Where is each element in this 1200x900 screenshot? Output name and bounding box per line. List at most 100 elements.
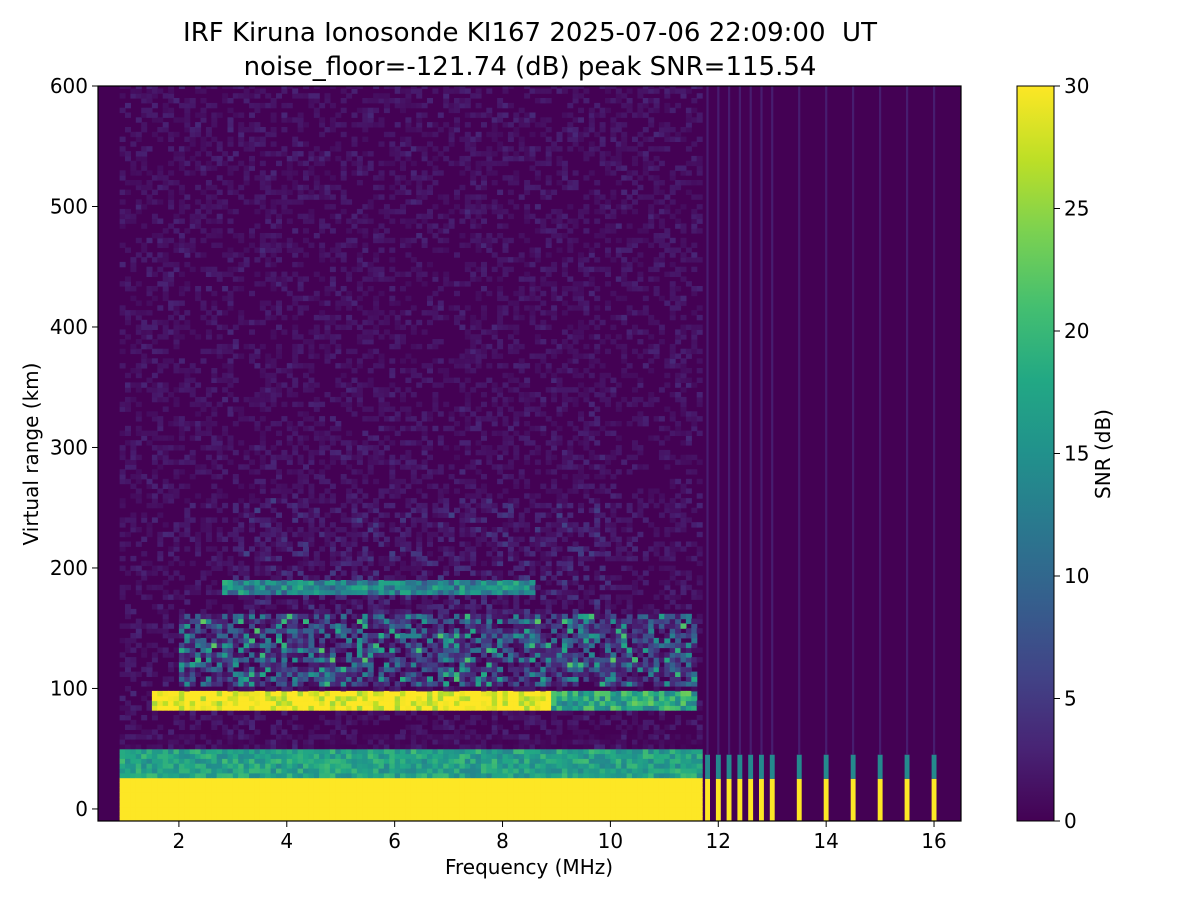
heatmap-cell [362, 801, 369, 808]
heatmap-cell [448, 584, 455, 591]
heatmap-cell [405, 599, 412, 605]
heatmap-cell [394, 411, 401, 417]
heatmap-cell [195, 425, 202, 432]
heatmap-cell [184, 690, 191, 697]
heatmap-cell [270, 252, 277, 258]
heatmap-cell [303, 445, 309, 451]
heatmap-cell [329, 440, 336, 446]
heatmap-cell [130, 261, 137, 268]
heatmap-cell [227, 218, 234, 224]
heatmap-cell [410, 695, 417, 702]
heatmap-cell [189, 715, 196, 721]
heatmap-cell [329, 435, 336, 441]
heatmap-cell [232, 628, 239, 634]
heatmap-cell [232, 734, 239, 740]
heatmap-cell [146, 729, 153, 735]
heatmap-cell [329, 334, 336, 340]
heatmap-cell [297, 502, 304, 509]
heatmap-cell [373, 580, 380, 586]
heatmap-cell [292, 261, 299, 268]
heatmap-cell [421, 734, 428, 740]
heatmap-cell [362, 796, 369, 803]
heatmap-cell [135, 792, 142, 798]
heatmap-cell [130, 348, 137, 355]
heatmap-cell [286, 719, 293, 726]
heatmap-cell [125, 464, 131, 470]
heatmap-cell [292, 329, 299, 335]
heatmap-cell [362, 594, 369, 600]
heatmap-cell [135, 363, 142, 369]
heatmap-cell [405, 319, 412, 326]
heatmap-cell [146, 739, 153, 745]
heatmap-cell [130, 662, 137, 668]
heatmap-cell [394, 319, 401, 326]
heatmap-cell [222, 806, 229, 812]
heatmap-cell [454, 729, 460, 735]
heatmap-cell [227, 377, 234, 383]
heatmap-cell [383, 811, 390, 817]
heatmap-cell [227, 734, 234, 740]
heatmap-cell [162, 570, 169, 576]
heatmap-cell [292, 628, 299, 634]
heatmap-cell [351, 348, 358, 355]
heatmap-cell [146, 86, 153, 89]
heatmap-cell [303, 122, 309, 128]
heatmap-cell [227, 772, 234, 779]
heatmap-cell [389, 734, 396, 740]
heatmap-cell [238, 715, 245, 721]
heatmap-cell [400, 175, 406, 181]
heatmap-cell [173, 305, 180, 311]
heatmap-cell [227, 358, 234, 364]
heatmap-cell [146, 666, 153, 673]
heatmap-cell [432, 507, 439, 514]
heatmap-cell [227, 435, 234, 441]
heatmap-cell [340, 580, 347, 586]
heatmap-cell [443, 531, 450, 538]
heatmap-cell [308, 517, 315, 523]
heatmap-cell [362, 695, 369, 702]
heatmap-cell [195, 662, 202, 668]
heatmap-cell [151, 459, 158, 465]
heatmap-cell [276, 368, 282, 374]
heatmap-cell [281, 700, 288, 706]
heatmap-cell [389, 575, 396, 581]
heatmap-cell [319, 647, 326, 653]
heatmap-cell [297, 811, 304, 817]
heatmap-cell [389, 266, 396, 273]
heatmap-cell [437, 213, 444, 220]
heatmap-cell [410, 816, 417, 821]
heatmap-cell [373, 86, 380, 89]
heatmap-cell [184, 117, 191, 123]
heatmap-cell [259, 459, 266, 465]
heatmap-cell [200, 734, 207, 740]
heatmap-cell [211, 86, 218, 89]
heatmap-cell [389, 671, 396, 677]
heatmap-cell [432, 406, 439, 412]
heatmap-cell [319, 440, 326, 446]
heatmap-cell [130, 637, 137, 644]
heatmap-cell [303, 700, 309, 706]
heatmap-cell [178, 666, 185, 673]
heatmap-cell [378, 194, 385, 200]
heatmap-cell [297, 141, 304, 147]
heatmap-cell [389, 218, 396, 224]
heatmap-cell [394, 637, 401, 644]
heatmap-cell [216, 348, 223, 355]
heatmap-cell [135, 88, 142, 94]
heatmap-cell [324, 628, 331, 634]
heatmap-cell [313, 772, 320, 779]
heatmap-cell [373, 589, 380, 596]
heatmap-cell [303, 705, 309, 711]
heatmap-cell [130, 763, 137, 769]
heatmap-cell [216, 324, 223, 330]
heatmap-cell [189, 421, 196, 427]
heatmap-cell [410, 392, 417, 398]
heatmap-cell [200, 772, 207, 779]
heatmap-cell [286, 387, 293, 393]
heatmap-cell [205, 700, 212, 706]
heatmap-cell [119, 474, 126, 480]
heatmap-cell [421, 512, 428, 518]
heatmap-cell [313, 507, 320, 514]
heatmap-cell [448, 666, 455, 673]
heatmap-cell [189, 671, 196, 677]
